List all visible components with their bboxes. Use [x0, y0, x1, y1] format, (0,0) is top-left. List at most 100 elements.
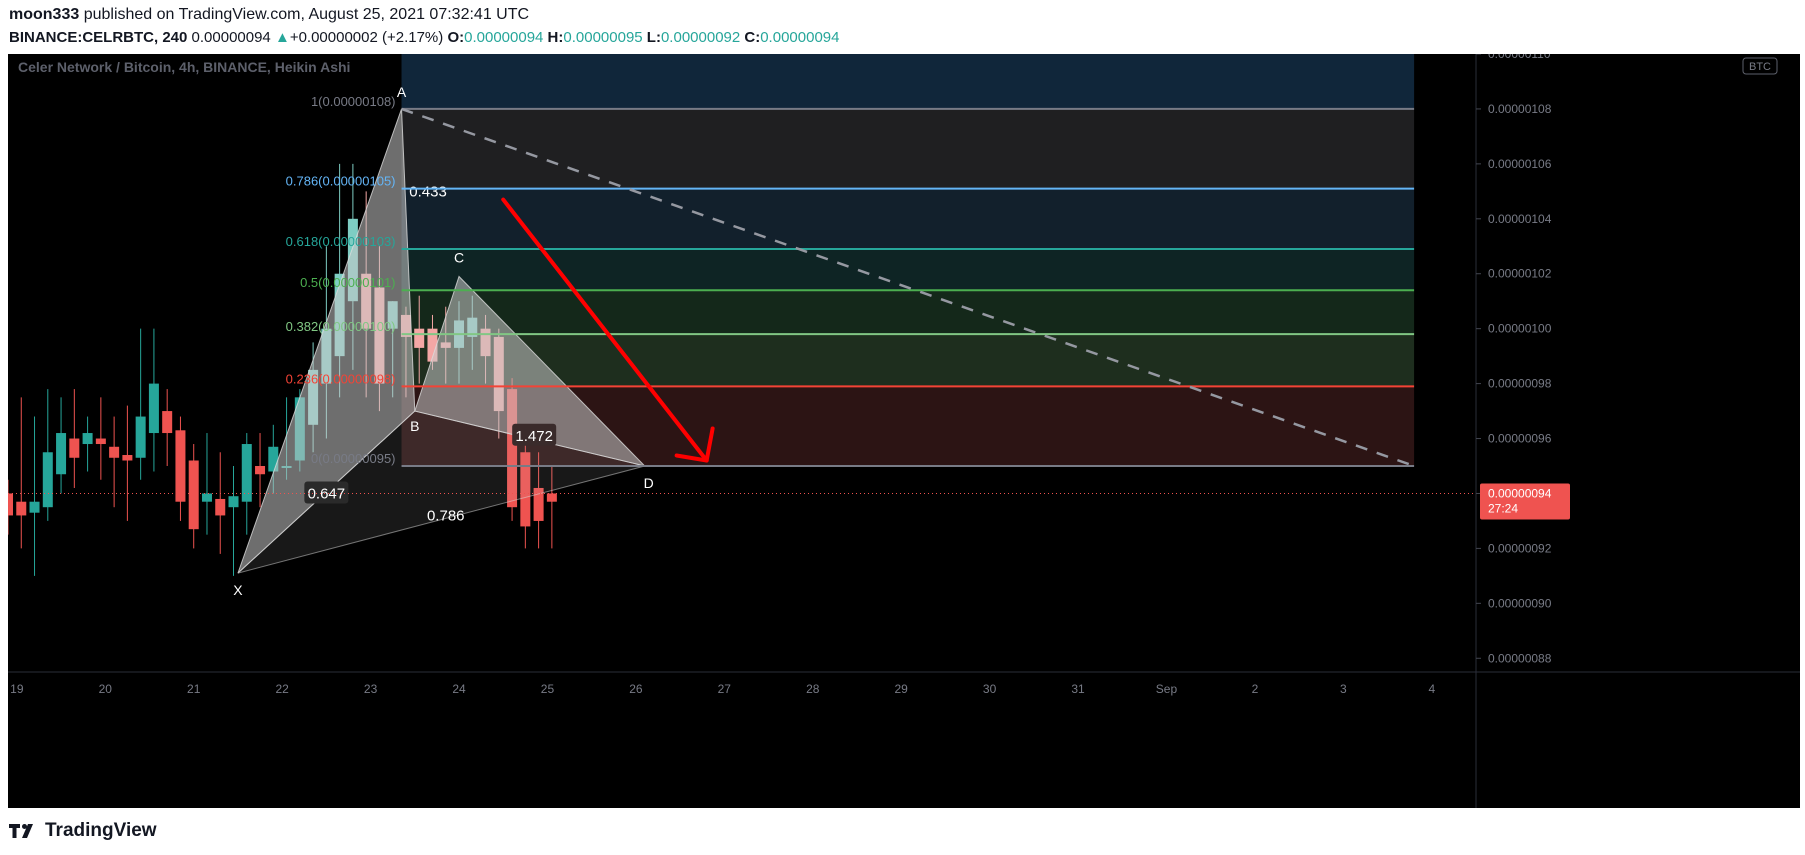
candle-body — [42, 452, 53, 508]
chart-area[interactable]: X A B C D 0.647 0.433 1.472 0.786 1(0.00000108) 0… — [8, 54, 1800, 808]
x-tick-label: 25 — [541, 682, 555, 696]
last-price-value: 0.00000094 — [1488, 486, 1552, 500]
candle-body — [162, 411, 173, 434]
chart-title: Celer Network / Bitcoin, 4h, BINANCE, He… — [18, 59, 350, 75]
y-tick-label: 0.00000100 — [1488, 322, 1552, 336]
high-label: H: — [547, 29, 564, 46]
x-tick-label: 23 — [364, 682, 378, 696]
y-tick-label: 0.00000096 — [1488, 432, 1552, 446]
pattern-ratio-label: 0.647 — [308, 485, 346, 502]
fib-band-0.382 — [401, 334, 1415, 387]
y-tick-label: 0.00000102 — [1488, 267, 1552, 281]
candle — [8, 479, 13, 535]
x-tick-label: 20 — [99, 682, 113, 696]
pattern-ratio-label: 0.433 — [409, 183, 447, 200]
price-axis-bg — [1476, 54, 1800, 808]
candle — [148, 328, 159, 472]
pattern-ratio-box — [512, 423, 557, 446]
brand-name: TradingView — [45, 820, 157, 841]
x-tick-label: 29 — [895, 682, 909, 696]
candle — [520, 438, 531, 549]
candle-body — [507, 389, 518, 508]
y-tick-label: 0.00000106 — [1488, 157, 1552, 171]
fib-band-top — [401, 54, 1415, 109]
fib-bands — [401, 54, 1415, 466]
candle — [95, 397, 106, 480]
y-tick-label: 0.00000098 — [1488, 377, 1552, 391]
x-tick-label: 19 — [10, 682, 24, 696]
pattern-ratio: 0.647 — [304, 481, 349, 504]
fib-band-0.786 — [401, 188, 1415, 250]
symbol-name: BINANCE:CELRBTC, 240 — [9, 29, 188, 46]
pattern-ratio-label: 0.786 — [427, 507, 465, 524]
candle-body — [122, 455, 133, 461]
candle — [135, 328, 146, 480]
fib-label-0.5: 0.5(0.00000101) — [300, 275, 395, 290]
candle-body — [533, 487, 544, 521]
fib-band-0.618 — [401, 249, 1415, 291]
trend-line — [401, 107, 1415, 468]
published-text: published on TradingView.com, August 25,… — [83, 6, 530, 23]
candle — [533, 452, 544, 549]
pattern-ratio-box — [304, 481, 349, 504]
fib-label-0.618: 0.618(0.00000103) — [286, 234, 396, 249]
candle — [241, 433, 252, 535]
author-name[interactable]: moon333 — [9, 6, 80, 23]
harmonic-pattern: X A B C D 0.647 0.433 1.472 0.786 — [233, 84, 654, 598]
candle-body — [135, 416, 146, 458]
close-label: C: — [744, 29, 761, 46]
candle-body — [241, 444, 252, 502]
pattern-point-x: X — [233, 582, 243, 598]
candle-body — [109, 446, 120, 458]
tradingview-logo[interactable]: TradingView — [9, 820, 157, 842]
x-tick-label: 26 — [629, 682, 643, 696]
x-tick-label: 3 — [1340, 682, 1347, 696]
candle — [56, 397, 67, 494]
candle — [42, 389, 53, 521]
low-value: 0.00000092 — [660, 29, 741, 46]
candle-body — [414, 328, 425, 348]
tradingview-logo-icon — [9, 824, 33, 838]
candle — [29, 416, 40, 576]
candle-body — [546, 493, 557, 502]
arrow-shaft — [501, 197, 709, 463]
pattern-ratio-label: 1.472 — [515, 428, 553, 445]
pattern-ratio: 1.472 — [512, 423, 557, 446]
axes: 0.00000110 0.00000108 0.00000106 0.00000104… — [8, 54, 1800, 808]
fib-label-0.236: 0.236(0.00000098) — [286, 371, 396, 386]
candle — [228, 466, 239, 576]
fib-band-1 — [401, 108, 1415, 189]
candle-body — [188, 460, 199, 530]
pattern-ratio: 0.433 — [409, 183, 447, 200]
y-tick-label: 0.00000092 — [1488, 541, 1552, 555]
candle — [82, 416, 93, 472]
candle — [546, 466, 557, 549]
currency-badge-frame — [1742, 57, 1778, 75]
fib-label-0.786: 0.786(0.00000105) — [286, 174, 396, 189]
candle-body — [255, 466, 266, 475]
price-change: +0.00000002 (+2.17%) — [289, 29, 444, 46]
change-up-icon: ▲ — [274, 29, 290, 46]
x-tick-label: 31 — [1071, 682, 1085, 696]
y-tick-label: 0.00000110 — [1488, 54, 1551, 61]
x-tick-label: 22 — [275, 682, 289, 696]
low-label: L: — [646, 29, 661, 46]
fib-label-0: 0(0.00000095) — [311, 451, 396, 466]
arrow-head — [674, 426, 715, 463]
candle-body — [520, 452, 531, 527]
candle-body — [427, 328, 438, 362]
candle-body — [175, 430, 186, 502]
countdown-value: 27:24 — [1488, 501, 1518, 515]
candle — [109, 416, 120, 508]
open-label: O: — [447, 29, 465, 46]
last-price-tag-bg — [1480, 483, 1570, 520]
x-tick-label: 30 — [983, 682, 997, 696]
pattern-point-d: D — [644, 475, 654, 491]
candle — [162, 389, 173, 466]
candle — [201, 433, 212, 535]
candle — [414, 295, 425, 384]
fib-lines: 1(0.00000108) 0.786(0.00000105) 0.618(0.00… — [286, 94, 1415, 467]
candle — [175, 416, 186, 521]
